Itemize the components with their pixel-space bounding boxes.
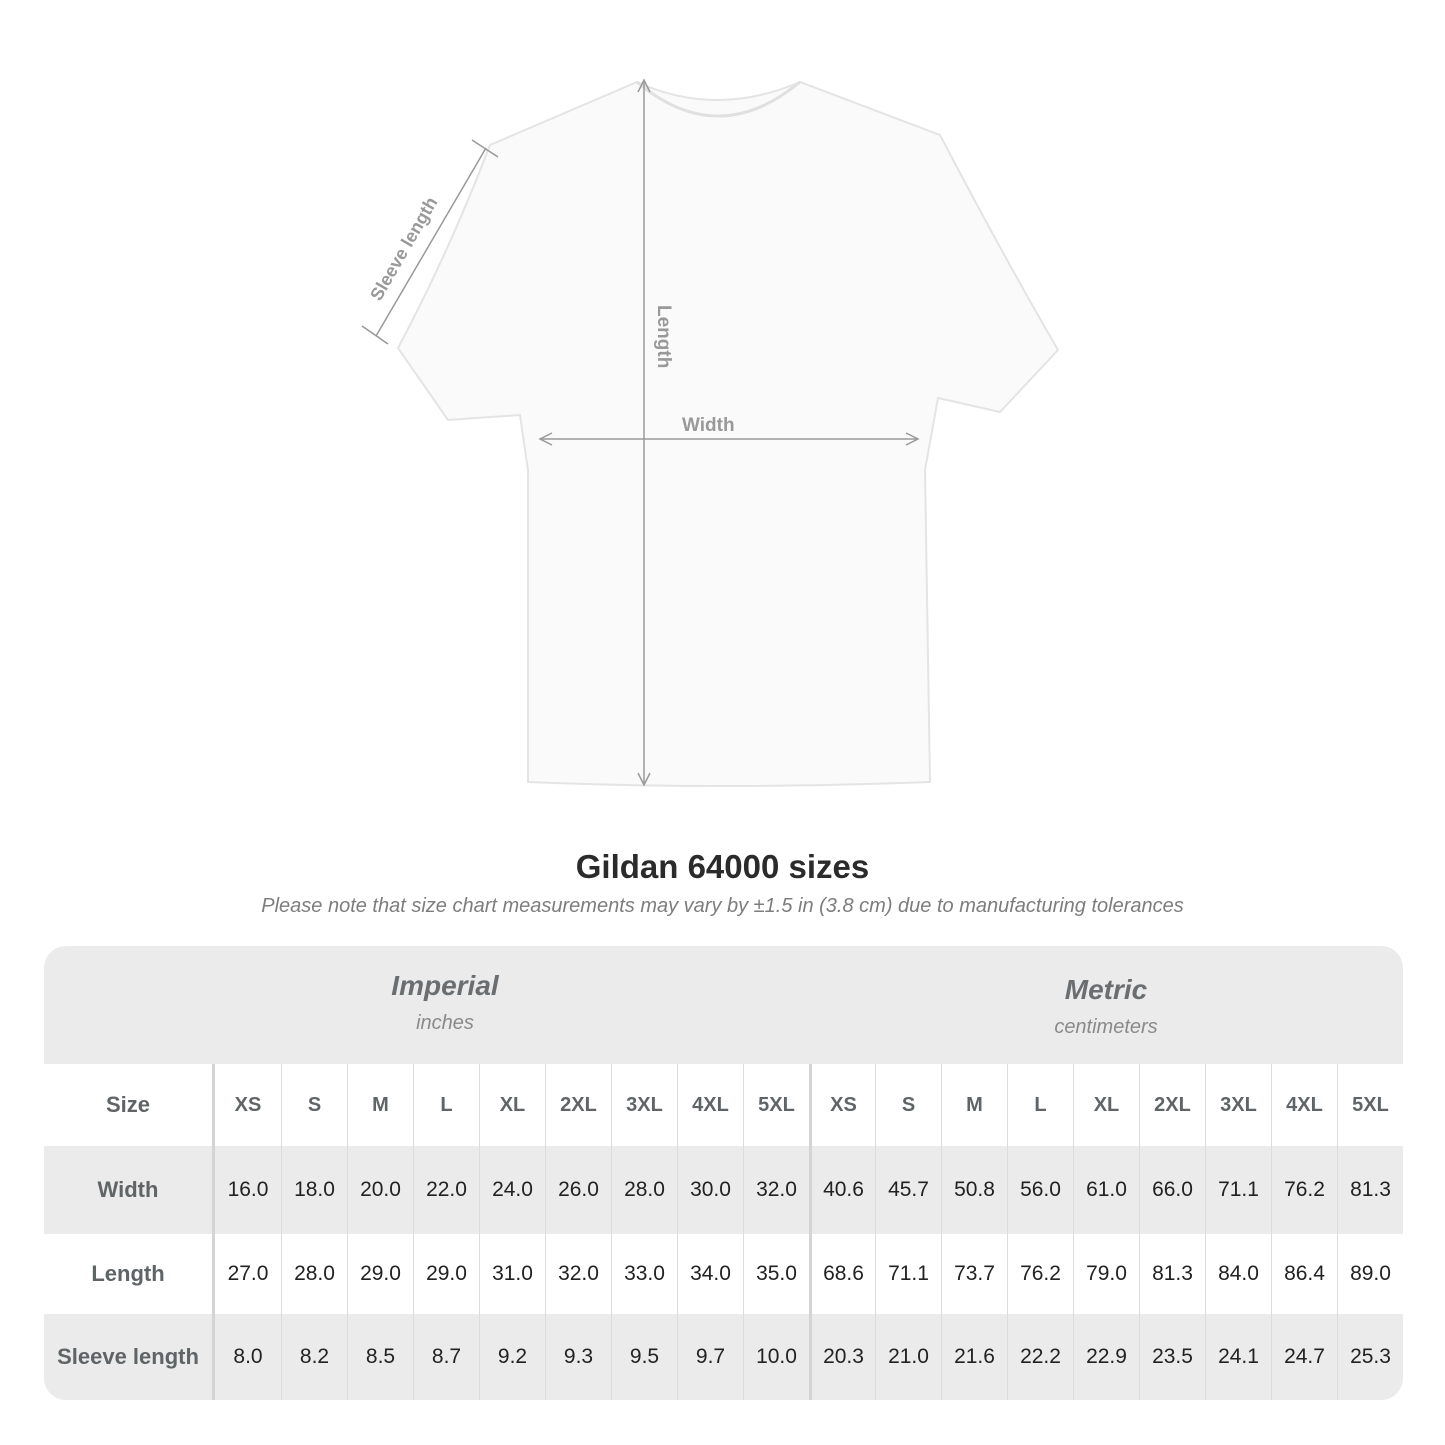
- metric-title: Metric: [1064, 974, 1148, 1005]
- measurement-cell: 81.3: [1139, 1234, 1205, 1314]
- measurement-cell: 81.3: [1337, 1146, 1403, 1234]
- size-header-cell: L: [1007, 1064, 1073, 1146]
- measurement-cell: 24.0: [479, 1146, 545, 1234]
- sleeve-measure-line: [375, 147, 487, 337]
- measurement-cell: 71.1: [1205, 1146, 1271, 1234]
- measurement-cell: 8.7: [413, 1314, 479, 1400]
- measurement-cell: 27.0: [227, 1262, 269, 1285]
- imperial-title: Imperial: [391, 970, 499, 1001]
- measurement-cell: 68.6: [809, 1234, 875, 1314]
- width-label: Width: [682, 415, 735, 436]
- measurement-cell: 20.3: [809, 1314, 875, 1400]
- measurement-cell: 71.1: [875, 1234, 941, 1314]
- measurement-cell: 9.2: [479, 1314, 545, 1400]
- measurement-cell: 16.0: [227, 1178, 269, 1201]
- measurement-cell: 29.0: [413, 1234, 479, 1314]
- length-label: Length: [653, 305, 674, 368]
- measurement-cell: 10.0: [743, 1314, 809, 1400]
- imperial-unit: inches: [416, 1012, 474, 1034]
- measurement-cell: 50.8: [941, 1146, 1007, 1234]
- row-label: Size: [44, 1064, 215, 1146]
- table-row: Width 16.0 18.0 20.0 22.0 24.0 26.0 28.0 30.0 32.…: [44, 1146, 1403, 1234]
- size-header-cell: 2XL: [545, 1064, 611, 1146]
- size-header-cell: XS: [234, 1093, 262, 1116]
- measurement-cell: 8.5: [347, 1314, 413, 1400]
- measurement-cell: 8.2: [281, 1314, 347, 1400]
- row-label: Length: [44, 1234, 215, 1314]
- measurement-cell: 76.2: [1271, 1146, 1337, 1234]
- table-row: Sleeve length 8.0 8.2 8.5 8.7 9.2 9.3 9.5 9.7 10.…: [44, 1314, 1403, 1400]
- measurement-cell: 28.0: [281, 1234, 347, 1314]
- row-label: Sleeve length: [44, 1314, 215, 1400]
- size-header-cell: M: [347, 1064, 413, 1146]
- measurement-cell: 33.0: [611, 1234, 677, 1314]
- size-header-cell: 4XL: [677, 1064, 743, 1146]
- measurement-cell: 28.0: [611, 1146, 677, 1234]
- measurement-cell: 22.9: [1073, 1314, 1139, 1400]
- measurement-cell: 30.0: [677, 1146, 743, 1234]
- table-row: Length 27.0 28.0 29.0 29.0 31.0 32.0 33.0 34.0 35…: [44, 1234, 1403, 1314]
- size-header-cell: 2XL: [1139, 1064, 1205, 1146]
- metric-unit: centimeters: [1054, 1016, 1158, 1038]
- measurement-cell: 56.0: [1007, 1146, 1073, 1234]
- size-header-row: Size XS S M L XL 2XL 3XL 4XL 5XL XS S M L XL 2XL 3XL 4XL 5…: [44, 1064, 1403, 1146]
- measurement-cell: 34.0: [677, 1234, 743, 1314]
- measurement-cell: 61.0: [1073, 1146, 1139, 1234]
- measurement-cell: 21.0: [875, 1314, 941, 1400]
- tshirt-collar: [636, 80, 801, 118]
- metric-header: Metric centimeters: [809, 974, 1403, 1039]
- row-label: Width: [44, 1146, 215, 1234]
- measurement-cell: 18.0: [281, 1146, 347, 1234]
- measurement-cell: 45.7: [875, 1146, 941, 1234]
- measurement-cell: 9.7: [677, 1314, 743, 1400]
- measurement-cell: 21.6: [941, 1314, 1007, 1400]
- measurement-cell: 73.7: [941, 1234, 1007, 1314]
- size-header-cell: 3XL: [1205, 1064, 1271, 1146]
- size-header-cell: 5XL: [743, 1064, 809, 1146]
- measurement-cell: 9.3: [545, 1314, 611, 1400]
- measurement-cell: 23.5: [1139, 1314, 1205, 1400]
- measurement-cell: 29.0: [347, 1234, 413, 1314]
- measurement-cell: 79.0: [1073, 1234, 1139, 1314]
- measurement-cell: 24.1: [1205, 1314, 1271, 1400]
- measurement-cell: 25.3: [1337, 1314, 1403, 1400]
- tolerance-note: Please note that size chart measurements…: [261, 895, 1184, 917]
- tshirt-diagram: Length Width Sleeve length: [361, 78, 1060, 787]
- measurement-cell: 76.2: [1007, 1234, 1073, 1314]
- size-header-cell: XS: [809, 1064, 875, 1146]
- size-header-cell: M: [941, 1064, 1007, 1146]
- measurement-cell: 20.0: [347, 1146, 413, 1234]
- size-header-cell: 5XL: [1337, 1064, 1403, 1146]
- measurement-cell: 22.2: [1007, 1314, 1073, 1400]
- measurement-cell: 22.0: [413, 1146, 479, 1234]
- size-header-cell: L: [413, 1064, 479, 1146]
- measurement-cell: 9.5: [611, 1314, 677, 1400]
- measurement-cell: 86.4: [1271, 1234, 1337, 1314]
- size-header-cell: XL: [479, 1064, 545, 1146]
- size-header-cell: S: [281, 1064, 347, 1146]
- page-title: Gildan 64000 sizes: [575, 848, 870, 885]
- measurement-cell: 66.0: [1139, 1146, 1205, 1234]
- measurement-cell: 89.0: [1337, 1234, 1403, 1314]
- size-header-cell: 4XL: [1271, 1064, 1337, 1146]
- size-table: Imperial inches Metric centimeters Size X…: [44, 946, 1403, 1400]
- size-header-cell: XL: [1073, 1064, 1139, 1146]
- measurement-cell: 35.0: [743, 1234, 809, 1314]
- size-header-cell: S: [875, 1064, 941, 1146]
- measurement-cell: 32.0: [545, 1234, 611, 1314]
- measurement-cell: 8.0: [233, 1345, 263, 1368]
- measurement-cell: 24.7: [1271, 1314, 1337, 1400]
- measurement-cell: 84.0: [1205, 1234, 1271, 1314]
- size-header-cell: 3XL: [611, 1064, 677, 1146]
- tshirt-illustration: [396, 80, 1060, 787]
- measurement-cell: 32.0: [743, 1146, 809, 1234]
- measurement-cell: 26.0: [545, 1146, 611, 1234]
- measurement-cell: 40.6: [809, 1146, 875, 1234]
- imperial-header: Imperial inches: [215, 970, 675, 1035]
- measurement-cell: 31.0: [479, 1234, 545, 1314]
